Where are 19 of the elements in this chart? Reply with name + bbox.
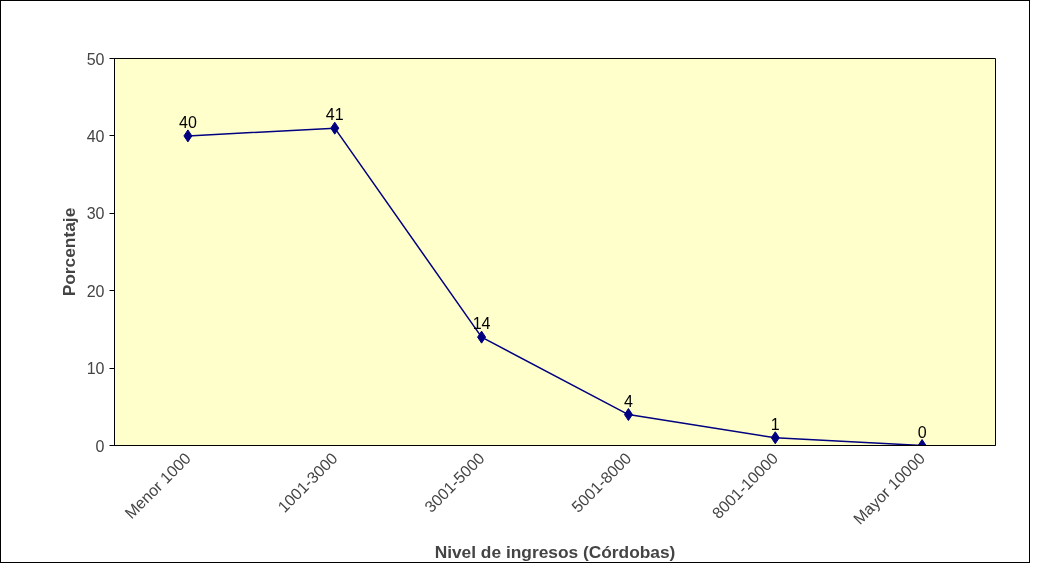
point [183,129,193,143]
y-tick-label: 50 [86,50,105,68]
y-tick-label: 0 [95,437,105,455]
data-label: 41 [325,106,344,124]
y-tick-label: 30 [86,205,105,223]
point [623,408,633,422]
data-label: 4 [623,392,633,410]
data-label: 0 [917,423,927,441]
point [770,431,780,445]
data-label: 40 [179,113,197,131]
point [477,330,487,344]
y-axis-title: Porcentaje [58,207,79,297]
y-tick-label: 20 [86,282,105,300]
data-label: 14 [472,315,491,333]
y-tick-label: 10 [86,360,105,378]
x-axis-title: Nivel de ingresos (Córdobas) [434,541,676,562]
data-label: 1 [770,415,780,433]
point [330,121,340,135]
y-tick-label: 40 [86,127,105,145]
